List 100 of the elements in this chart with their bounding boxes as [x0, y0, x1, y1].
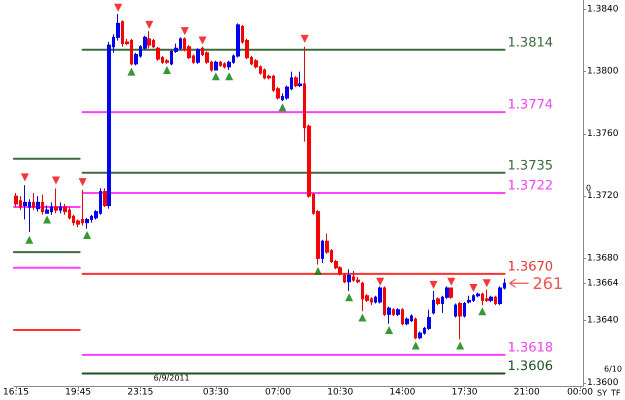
candlestick: [147, 30, 151, 49]
point: [412, 342, 420, 350]
point: [469, 284, 478, 292]
point: [385, 326, 394, 334]
candlestick: [432, 290, 435, 315]
candlestick: [378, 286, 382, 304]
candlestick: [414, 317, 417, 340]
candlestick: [196, 48, 200, 64]
x-tick-label: 19:45: [65, 388, 92, 398]
candlestick: [156, 46, 160, 62]
point: [429, 280, 438, 289]
y-tick-label: 1.3800: [587, 66, 619, 77]
candlestick: [321, 239, 324, 264]
point: [345, 293, 354, 302]
x-tick-label: 00:00: [567, 388, 594, 398]
point: [198, 36, 207, 44]
candlestick: [223, 62, 226, 69]
y-tick-label: 1.3720: [587, 191, 619, 202]
candlestick: [396, 308, 400, 316]
candlestick: [36, 196, 40, 212]
point: [314, 266, 322, 275]
point: [52, 176, 60, 185]
annotation: 261: [532, 274, 564, 293]
candlestick: [59, 202, 62, 214]
point: [212, 72, 220, 80]
y-tick-label: 1.3840: [587, 4, 619, 14]
point: [78, 178, 87, 186]
y-tick-label: 1.3640: [587, 316, 619, 326]
text: 6/10: [604, 364, 622, 374]
data-label: 1.3735: [508, 158, 554, 174]
candlestick: [45, 204, 49, 214]
text: TF: [610, 388, 621, 398]
candlestick: [476, 292, 480, 298]
point: [447, 278, 456, 286]
candlestick: [14, 192, 18, 208]
candlestick: [32, 192, 35, 211]
candlestick: [387, 306, 391, 324]
candlestick: [63, 203, 67, 216]
y-tick-label: 1.3760: [587, 128, 619, 139]
y-tick-label: 1.3664: [587, 278, 619, 288]
point: [162, 66, 171, 74]
candlestick: [54, 188, 58, 214]
point: [180, 27, 189, 36]
candlestick: [103, 188, 107, 208]
x-tick-label: 17:30: [452, 388, 478, 398]
x-tick-label: 10:30: [327, 388, 354, 398]
candlestick: [41, 194, 44, 216]
point: [358, 314, 366, 322]
candlestick: [449, 287, 453, 300]
y-tick-label: 1.3680: [587, 253, 619, 264]
y-tick-label: 1.3600: [587, 378, 619, 388]
candlestick: [165, 58, 169, 64]
data-label: 1.3774: [508, 98, 554, 113]
candlestick: [214, 60, 218, 71]
candlestick: [427, 309, 431, 330]
data-label: 1.3618: [508, 340, 554, 356]
x-tick-label: 16:15: [3, 388, 29, 398]
annotation: 6/9/2011: [154, 374, 190, 382]
point: [25, 236, 34, 244]
data-label: 1.3722: [508, 178, 554, 194]
candlestick: [401, 308, 404, 326]
candlestick: [383, 286, 386, 316]
x-tick-label: 21:00: [514, 388, 540, 398]
candlestick: [294, 76, 298, 88]
x-tick-label: 03:30: [202, 388, 230, 398]
x-tick-label: 23:15: [127, 388, 154, 398]
point: [478, 307, 486, 316]
point: [456, 342, 464, 350]
point: [482, 279, 491, 288]
candlestick: [436, 296, 440, 306]
point: [20, 173, 29, 182]
point: [278, 103, 286, 112]
point: [127, 68, 136, 76]
text: 0: [586, 184, 592, 192]
point: [83, 231, 92, 240]
candlestick: [392, 308, 395, 316]
candlestick: [347, 268, 351, 292]
data-label: 1.3606: [508, 359, 554, 374]
candlestick: [467, 295, 471, 304]
x-tick-label: 14:00: [389, 388, 416, 398]
candlestick: [454, 303, 457, 318]
candlestick: [458, 301, 462, 340]
text: SY: [597, 388, 608, 398]
point: [225, 72, 234, 80]
candlestick: [405, 317, 409, 326]
candlestick: [343, 273, 346, 284]
point: [114, 4, 122, 12]
candlestick: [219, 60, 222, 68]
point: [376, 278, 384, 286]
candlestick: [298, 71, 302, 88]
candlestick: [85, 217, 89, 230]
point: [145, 20, 154, 29]
candlestick: [418, 331, 422, 340]
data-label: 1.3814: [508, 35, 554, 50]
candlestick: [463, 301, 466, 318]
data-label: 1.3670: [508, 259, 554, 274]
candlestick: [485, 289, 489, 302]
x-tick-label: 07:00: [265, 388, 292, 398]
point: [300, 34, 309, 43]
candlestick: [494, 295, 497, 306]
